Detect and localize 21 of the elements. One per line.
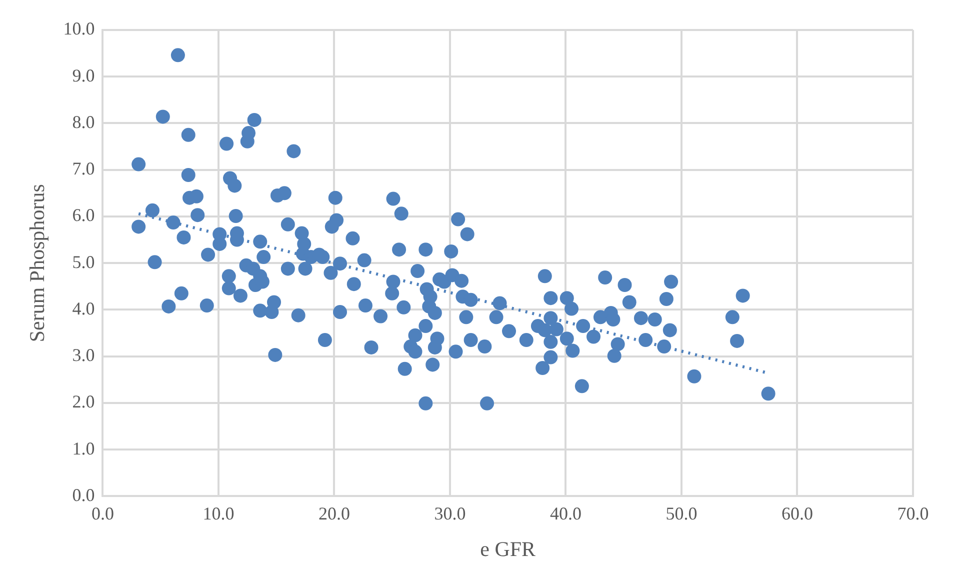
y-tick-label: 6.0 (72, 205, 95, 226)
y-tick-label: 8.0 (72, 112, 95, 132)
y-tick-label: 3.0 (72, 345, 95, 366)
y-tick-label: 5.0 (72, 252, 95, 272)
x-tick-label: 60.0 (781, 504, 813, 524)
x-tick-label: 10.0 (202, 504, 234, 524)
y-tick-label: 9.0 (72, 65, 95, 86)
x-tick-label: 40.0 (550, 504, 582, 524)
x-tick-label: 30.0 (434, 504, 466, 524)
y-tick-label: 10.0 (63, 18, 95, 39)
x-tick-label: 50.0 (666, 504, 698, 524)
y-axis-title: Serum Phosphorus (25, 184, 50, 342)
x-tick-label: 0.0 (91, 504, 114, 524)
y-tick-label: 7.0 (72, 158, 95, 179)
x-tick-label: 70.0 (897, 504, 929, 524)
y-tick-label: 4.0 (72, 298, 95, 318)
y-tick-label: 1.0 (72, 438, 95, 458)
x-tick-label: 20.0 (318, 504, 350, 524)
y-tick-label: 2.0 (72, 392, 95, 412)
x-axis-title: e GFR (480, 536, 536, 561)
y-tick-label: 0.0 (72, 484, 95, 505)
